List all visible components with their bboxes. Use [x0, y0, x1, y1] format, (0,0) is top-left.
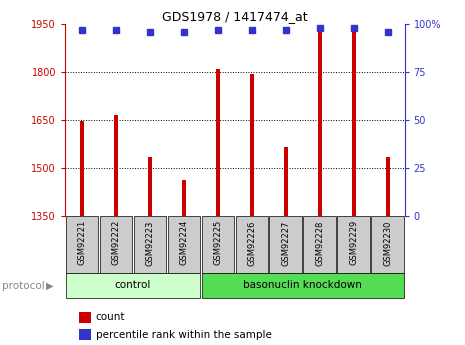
Bar — [167, 216, 200, 273]
Bar — [385, 157, 390, 216]
Text: GSM92227: GSM92227 — [281, 220, 290, 266]
Bar — [250, 74, 254, 216]
Bar — [80, 120, 84, 216]
Text: percentile rank within the sample: percentile rank within the sample — [96, 330, 272, 340]
Bar — [269, 216, 302, 273]
Text: GSM92226: GSM92226 — [247, 220, 256, 266]
Bar — [216, 69, 220, 216]
Text: basonuclin knockdown: basonuclin knockdown — [243, 280, 362, 290]
Bar — [235, 216, 268, 273]
Bar — [201, 216, 234, 273]
Text: GSM92223: GSM92223 — [146, 220, 154, 266]
Bar — [66, 216, 99, 273]
Title: GDS1978 / 1417474_at: GDS1978 / 1417474_at — [162, 10, 308, 23]
Bar — [284, 147, 288, 216]
Bar — [79, 329, 91, 341]
Text: protocol: protocol — [2, 281, 45, 290]
Text: control: control — [115, 280, 151, 290]
Text: GSM92222: GSM92222 — [112, 220, 120, 265]
Bar — [66, 273, 200, 298]
Bar — [79, 312, 91, 323]
Bar — [371, 216, 404, 273]
Text: ▶: ▶ — [46, 281, 53, 290]
Bar — [114, 115, 118, 216]
Bar — [133, 216, 166, 273]
Text: count: count — [96, 312, 125, 322]
Text: GSM92229: GSM92229 — [349, 220, 358, 265]
Bar — [201, 273, 404, 298]
Text: GSM92225: GSM92225 — [213, 220, 222, 265]
Bar — [352, 25, 356, 216]
Bar — [318, 27, 322, 216]
Text: GSM92230: GSM92230 — [383, 220, 392, 266]
Bar — [303, 216, 336, 273]
Text: GSM92224: GSM92224 — [179, 220, 188, 265]
Bar — [148, 157, 152, 216]
Bar — [100, 216, 133, 273]
Text: GSM92228: GSM92228 — [315, 220, 324, 266]
Bar — [182, 180, 186, 216]
Text: GSM92221: GSM92221 — [78, 220, 86, 265]
Bar — [337, 216, 370, 273]
